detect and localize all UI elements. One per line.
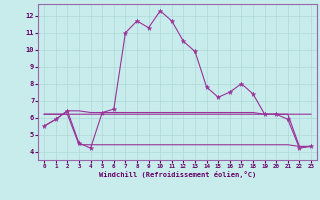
- X-axis label: Windchill (Refroidissement éolien,°C): Windchill (Refroidissement éolien,°C): [99, 171, 256, 178]
